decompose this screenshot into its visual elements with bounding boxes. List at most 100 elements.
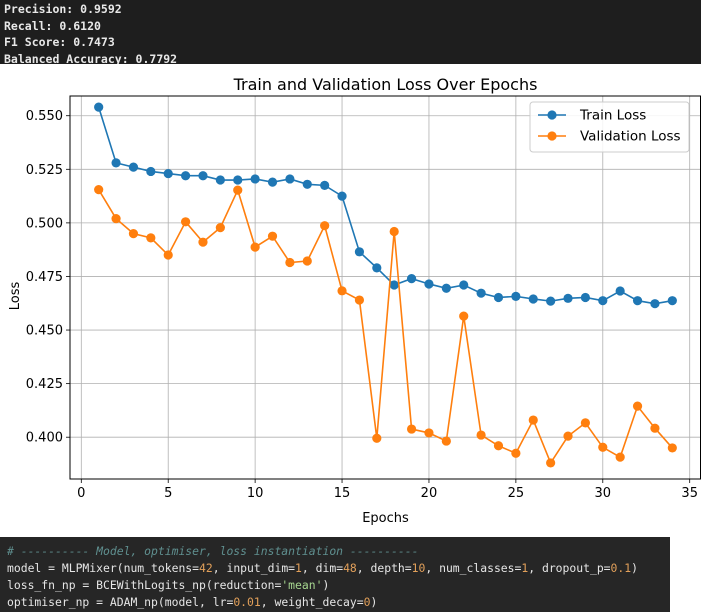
code-line-optimiser: optimiser_np = ADAM_np(model, lr=0.01, w… xyxy=(7,594,663,611)
validation-loss-point xyxy=(250,242,260,252)
y-tick-label: 0.525 xyxy=(26,163,63,178)
code-text: optimiser_np = ADAM_np(model, lr= xyxy=(7,595,234,609)
train-loss-point xyxy=(111,158,121,168)
y-tick-label: 0.400 xyxy=(26,431,63,446)
code-text: , dim= xyxy=(301,561,344,575)
train-loss-point xyxy=(615,286,625,296)
code-line-loss: loss_fn_np = BCEWithLogits_np(reduction=… xyxy=(7,577,663,594)
train-loss-point xyxy=(267,177,278,187)
legend-box xyxy=(529,101,690,153)
validation-loss-point xyxy=(215,222,225,233)
code-text: ) xyxy=(370,595,378,609)
code-text: , input_dim= xyxy=(212,561,296,575)
train-loss-point xyxy=(180,171,191,181)
x-tick-label: 30 xyxy=(595,486,612,501)
train-loss-point xyxy=(337,191,347,201)
validation-loss-point xyxy=(180,217,191,227)
train-loss-point xyxy=(215,175,225,185)
train-loss-point xyxy=(546,296,556,306)
train-loss-point xyxy=(163,168,173,179)
code-number: 10 xyxy=(411,561,426,575)
series-lines xyxy=(94,102,677,468)
train-loss-point xyxy=(441,283,451,293)
grid-lines xyxy=(70,96,701,479)
y-tick-label: 0.450 xyxy=(26,324,63,339)
train-loss-point xyxy=(94,102,104,112)
loss-chart-svg: Train and Validation Loss Over Epochs Ep… xyxy=(8,75,701,526)
x-tick-label: 20 xyxy=(421,486,438,501)
train-loss-point xyxy=(146,166,156,177)
validation-loss-point xyxy=(598,442,608,452)
code-number: 0.01 xyxy=(233,595,261,609)
validation-loss-point xyxy=(546,458,556,468)
y-tick-label: 0.550 xyxy=(26,109,63,124)
code-number: 0 xyxy=(363,595,371,609)
train-loss-point xyxy=(198,171,208,181)
train-loss-point xyxy=(233,175,243,185)
train-loss-point xyxy=(476,288,486,298)
x-axis-label: Epochs xyxy=(362,511,409,526)
train-loss-point xyxy=(563,293,573,303)
train-loss-point xyxy=(354,247,365,257)
validation-loss-point xyxy=(406,424,417,434)
code-text: model = MLPMixer(num_tokens= xyxy=(7,561,200,575)
train-loss-point xyxy=(302,179,312,189)
train-loss-point xyxy=(598,296,608,306)
train-loss-line xyxy=(97,106,673,305)
validation-loss-point xyxy=(511,448,521,458)
code-number: 0.1 xyxy=(610,561,632,575)
metrics-output: Precision: 0.9592 Recall: 0.6120 F1 Scor… xyxy=(0,0,701,66)
legend-train-marker xyxy=(547,110,557,120)
code-number: 1 xyxy=(521,561,529,575)
y-tick-label: 0.475 xyxy=(26,270,63,285)
precision-text: Precision: 0.9592 xyxy=(4,2,122,16)
code-text: ) xyxy=(631,561,638,575)
validation-loss-point xyxy=(320,221,330,231)
code-number: 42 xyxy=(199,561,213,575)
code-string: 'mean' xyxy=(281,578,323,592)
train-loss-point xyxy=(424,279,434,289)
code-text: , depth= xyxy=(356,561,412,575)
train-loss-point xyxy=(493,292,504,303)
code-cell[interactable]: # ---------- Model, optimiser, loss inst… xyxy=(0,537,670,612)
train-loss-point xyxy=(528,294,538,304)
code-comment: # ---------- Model, optimiser, loss inst… xyxy=(7,544,419,558)
validation-loss-point xyxy=(632,401,643,411)
validation-loss-point xyxy=(563,431,573,441)
f1-score-text: F1 Score: 0.7473 xyxy=(4,35,115,50)
validation-loss-point xyxy=(163,250,173,260)
validation-loss-point xyxy=(389,226,399,237)
train-loss-point xyxy=(632,296,643,306)
plot-frame xyxy=(69,95,701,480)
train-loss-point xyxy=(320,180,330,190)
x-tick-label: 5 xyxy=(164,486,172,501)
validation-loss-point xyxy=(650,423,660,433)
x-tick-label: 15 xyxy=(334,486,351,501)
validation-loss-point xyxy=(493,441,504,451)
x-tick-label: 25 xyxy=(508,486,525,501)
code-text: loss_fn_np = BCEWithLogits_np(reduction= xyxy=(7,578,282,592)
balanced-accuracy-text: Balanced Accuracy: 0.7792 xyxy=(4,51,178,66)
legend: Train Loss Validation Loss xyxy=(529,101,690,153)
validation-loss-point xyxy=(267,231,278,241)
chart-title: Train and Validation Loss Over Epochs xyxy=(233,75,538,94)
y-tick-label: 0.500 xyxy=(26,216,63,231)
train-loss-point xyxy=(667,296,677,306)
legend-validation-marker xyxy=(547,131,557,141)
recall-text: Recall: 0.6120 xyxy=(4,18,101,33)
train-loss-point xyxy=(459,280,469,290)
train-loss-point xyxy=(406,274,417,284)
code-number: 48 xyxy=(343,561,357,575)
train-loss-point xyxy=(285,174,295,184)
validation-loss-point xyxy=(424,428,434,438)
code-text: ) xyxy=(322,578,330,592)
validation-loss-point xyxy=(459,311,469,321)
y-tick-label: 0.425 xyxy=(26,377,63,392)
legend-train-label: Train Loss xyxy=(579,108,646,124)
x-tick-label: 35 xyxy=(681,486,698,501)
code-number: 1 xyxy=(295,561,302,575)
train-loss-point xyxy=(128,162,139,172)
validation-loss-point xyxy=(441,436,451,446)
validation-loss-point xyxy=(94,185,104,195)
y-axis-label: Loss xyxy=(8,282,23,311)
